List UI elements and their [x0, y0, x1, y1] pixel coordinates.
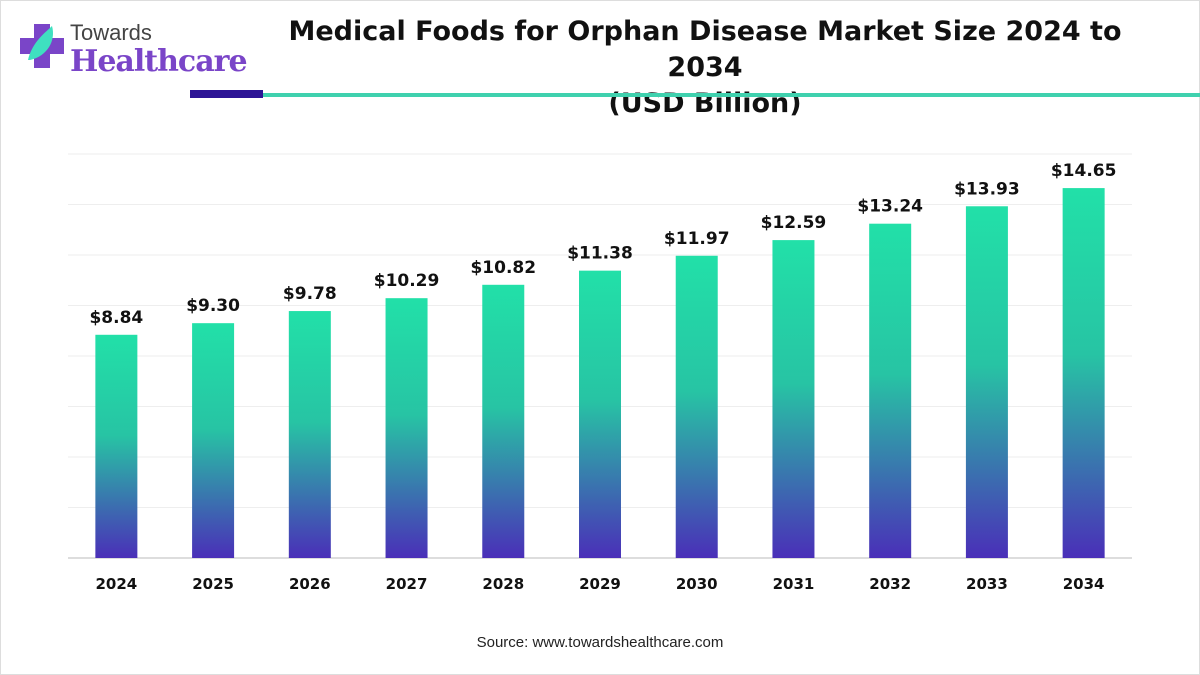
data-label: $9.78: [283, 284, 337, 304]
data-label: $14.65: [1051, 161, 1117, 181]
x-tick-label: 2028: [482, 575, 524, 593]
bar-2024: [95, 334, 138, 558]
bar-2028: [482, 284, 525, 558]
title-line-1: Medical Foods for Orphan Disease Market …: [288, 16, 1122, 83]
bar-2027: [385, 298, 428, 558]
logo: Towards Healthcare: [18, 18, 248, 88]
data-label: $11.38: [567, 244, 633, 264]
data-label: $8.84: [89, 308, 143, 328]
x-tick-label: 2031: [773, 575, 815, 593]
x-tick-label: 2024: [95, 575, 137, 593]
data-label: $9.30: [186, 296, 240, 316]
bar-2032: [869, 223, 912, 558]
bar-2026: [288, 311, 331, 558]
data-label: $13.24: [857, 197, 923, 217]
x-tick-label: 2034: [1063, 575, 1105, 593]
bar-2029: [579, 270, 621, 558]
data-label: $10.82: [470, 258, 536, 278]
header-accent-teal: [263, 93, 1200, 97]
header-accent-dark: [190, 90, 263, 98]
chart-title: Medical Foods for Orphan Disease Market …: [250, 14, 1160, 122]
bar-2031: [772, 240, 815, 559]
bar-2030: [675, 255, 718, 558]
x-tick-label: 2027: [386, 575, 428, 593]
x-tick-label: 2032: [869, 575, 911, 593]
x-tick-label: 2029: [579, 575, 621, 593]
source-note: Source: www.towardshealthcare.com: [476, 634, 724, 651]
bar-2033: [965, 206, 1008, 558]
logo-text-healthcare: Healthcare: [70, 44, 248, 79]
x-tick-label: 2030: [676, 575, 718, 593]
logo-text-towards: Towards: [70, 20, 152, 45]
data-label: $12.59: [761, 213, 827, 233]
medical-cross-leaf-icon: [20, 24, 64, 68]
x-tick-label: 2026: [289, 575, 331, 593]
data-label: $10.29: [374, 271, 440, 291]
bar-2034: [1062, 188, 1105, 558]
data-label: $13.93: [954, 179, 1020, 199]
data-label: $11.97: [664, 229, 730, 249]
x-tick-label: 2025: [192, 575, 234, 593]
bar-2025: [192, 323, 235, 558]
x-tick-label: 2033: [966, 575, 1008, 593]
